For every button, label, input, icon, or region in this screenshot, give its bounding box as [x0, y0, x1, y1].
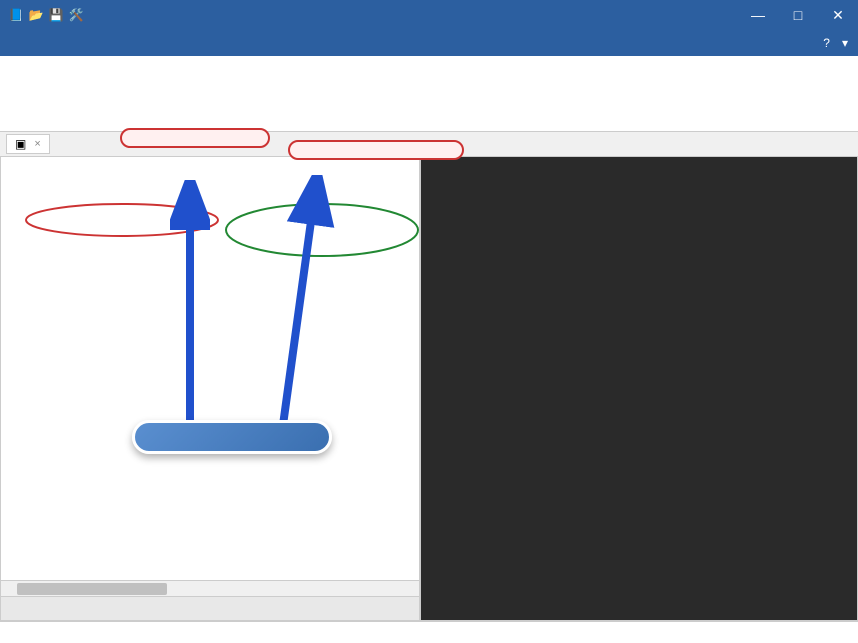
- horizontal-scrollbar[interactable]: [1, 580, 419, 596]
- minimize-button[interactable]: —: [738, 0, 778, 30]
- document-tab[interactable]: ▣ ×: [6, 134, 50, 154]
- tab-close-icon[interactable]: ×: [34, 138, 40, 150]
- tools-icon[interactable]: 🛠️: [68, 7, 84, 23]
- callout-1: [120, 128, 270, 148]
- cube-icon: ▣: [15, 137, 26, 151]
- callout-3: [132, 420, 332, 454]
- open-icon[interactable]: 📂: [28, 7, 44, 23]
- help-icon[interactable]: ?: [823, 36, 830, 50]
- save-icon[interactable]: 💾: [48, 7, 64, 23]
- deviation-chart: [451, 193, 839, 590]
- chevron-down-icon: ▾: [842, 36, 848, 50]
- maximize-button[interactable]: □: [778, 0, 818, 30]
- chart-title: [421, 157, 857, 173]
- close-button[interactable]: ✕: [818, 0, 858, 30]
- app-icon: 📘: [8, 7, 24, 23]
- callout-2: [288, 140, 464, 160]
